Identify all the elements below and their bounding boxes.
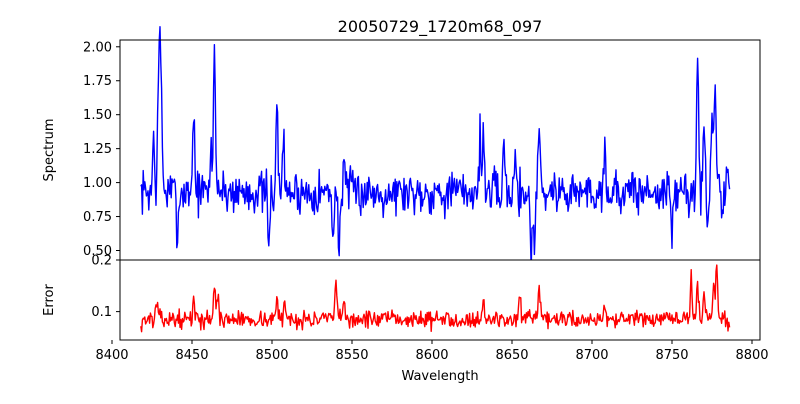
spectrum-y-tick-label: 1.50 xyxy=(83,108,112,123)
spectrum-y-axis-label: Spectrum xyxy=(42,119,57,182)
x-tick-label: 8750 xyxy=(655,348,688,363)
x-tick-label: 8800 xyxy=(735,348,768,363)
error-x-axis: 8400 8450 8500 8550 8600 8650 8700 8750 8800 xyxy=(95,340,769,363)
x-tick-label: 8450 xyxy=(175,348,208,363)
x-tick-label: 8700 xyxy=(575,348,608,363)
x-tick-label: 8650 xyxy=(495,348,528,363)
spectrum-y-tick-label: 0.50 xyxy=(83,244,112,259)
spectrum-y-tick-label: 0.75 xyxy=(83,210,112,225)
error-series xyxy=(140,264,731,333)
x-tick-label: 8600 xyxy=(415,348,448,363)
x-tick-label: 8550 xyxy=(335,348,368,363)
error-y-axis: 0.1 0.2 xyxy=(91,254,120,320)
error-y-tick-label: 0.2 xyxy=(91,254,112,269)
spectrum-plot-area xyxy=(120,40,760,260)
error-y-axis-label: Error xyxy=(42,284,57,316)
x-tick-label: 8500 xyxy=(255,348,288,363)
x-axis-label: Wavelength xyxy=(401,369,478,384)
spectrum-panel: 0.50 0.75 1.00 1.25 1.50 1.75 2.00 Spectrum xyxy=(42,26,761,271)
spectrum-series xyxy=(140,26,731,271)
error-panel: 0.10.2 8400 8450 8500 8550 8600 8650 8700 8750 8… xyxy=(42,254,769,385)
spectrum-y-tick-label: 1.25 xyxy=(83,142,112,157)
spectrum-y-tick-label: 1.00 xyxy=(83,176,112,191)
spectrum-y-tick-label: 1.75 xyxy=(83,74,112,89)
error-y-tick-label: 0.1 xyxy=(91,305,112,320)
x-tick-label: 8400 xyxy=(95,348,128,363)
spectrum-y-tick-label: 2.00 xyxy=(83,40,112,55)
error-axes-frame xyxy=(119,259,761,341)
chart-title: 20050729_1720m68_097 xyxy=(338,17,543,37)
spectrum-y-axis: 0.50 0.75 1.00 1.25 1.50 1.75 2.00 xyxy=(83,40,120,259)
spectrum-line xyxy=(140,26,731,271)
error-line xyxy=(140,264,731,333)
